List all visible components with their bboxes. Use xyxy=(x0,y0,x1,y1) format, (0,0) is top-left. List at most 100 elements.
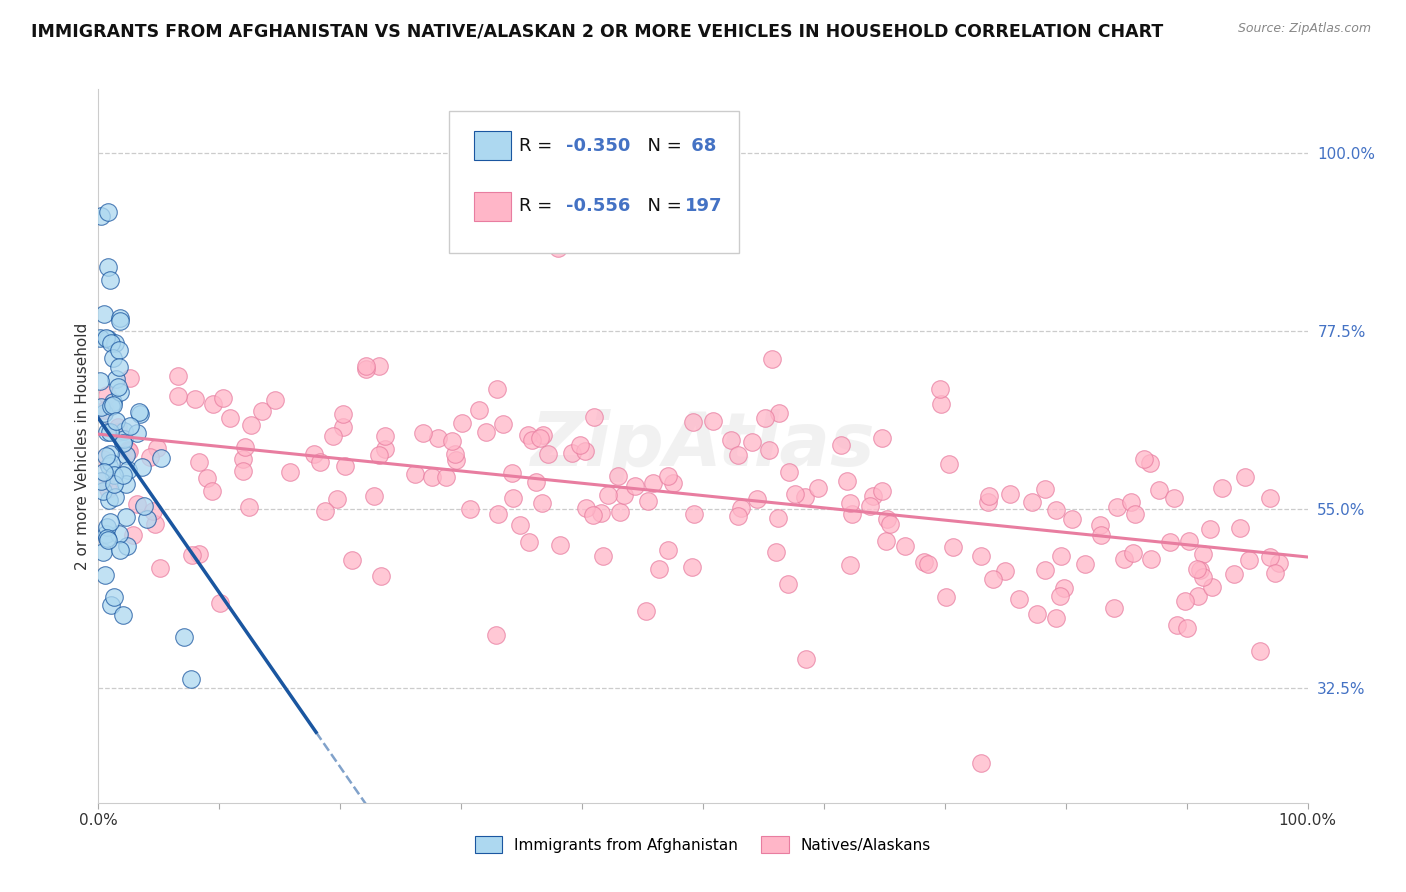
Point xyxy=(404,467,426,482)
Point xyxy=(1112,551,1135,566)
Point xyxy=(1198,523,1220,537)
Point xyxy=(219,411,242,425)
Point xyxy=(879,516,901,531)
Point xyxy=(100,598,122,612)
Point xyxy=(131,460,153,475)
Point xyxy=(326,492,349,507)
Text: R =: R = xyxy=(519,197,558,215)
Point xyxy=(1105,500,1128,514)
Point xyxy=(1045,611,1067,625)
Point xyxy=(89,331,111,345)
Point xyxy=(195,470,218,484)
Point xyxy=(796,652,818,666)
Point xyxy=(875,533,897,548)
Point xyxy=(727,448,749,462)
Point xyxy=(100,447,122,461)
Point xyxy=(681,560,703,574)
Point xyxy=(91,544,114,558)
Point xyxy=(1201,581,1223,595)
Point xyxy=(263,393,285,408)
Point xyxy=(104,372,127,386)
Point xyxy=(103,351,125,365)
Point xyxy=(103,468,125,483)
Point xyxy=(917,557,939,571)
Point xyxy=(1249,644,1271,658)
Point xyxy=(280,465,302,479)
Point xyxy=(1264,566,1286,581)
Point xyxy=(492,417,515,432)
Point xyxy=(1192,569,1215,583)
Point xyxy=(201,483,224,498)
Point xyxy=(108,543,131,558)
Point xyxy=(839,558,862,572)
Point xyxy=(591,506,613,520)
Point xyxy=(727,509,749,524)
Text: -0.350: -0.350 xyxy=(567,136,631,154)
Point xyxy=(1191,547,1213,561)
Point xyxy=(374,442,396,456)
Text: 197: 197 xyxy=(685,197,723,215)
Point xyxy=(238,500,260,515)
Point xyxy=(1008,591,1031,606)
Text: R =: R = xyxy=(519,136,558,154)
Point xyxy=(108,527,131,541)
Point xyxy=(103,477,125,491)
Point xyxy=(1049,549,1071,563)
Point xyxy=(574,443,596,458)
Point xyxy=(104,490,127,504)
Point xyxy=(475,425,498,440)
Point xyxy=(1060,511,1083,525)
Point xyxy=(354,361,377,376)
Point xyxy=(977,495,1000,509)
Point xyxy=(118,371,141,385)
Point xyxy=(569,438,592,452)
Point xyxy=(420,469,443,483)
Point xyxy=(108,343,131,357)
Point xyxy=(516,427,538,442)
Point xyxy=(1033,563,1056,577)
Point xyxy=(107,419,129,434)
Point xyxy=(870,431,893,445)
Point xyxy=(794,490,817,504)
Point xyxy=(1045,503,1067,517)
Point xyxy=(108,385,131,400)
Point xyxy=(501,466,523,480)
Point xyxy=(592,549,614,563)
Point xyxy=(531,428,554,442)
Point xyxy=(702,414,724,428)
Point xyxy=(97,482,120,496)
Point xyxy=(93,307,115,321)
Point xyxy=(1053,582,1076,596)
Point xyxy=(166,369,188,384)
Point xyxy=(637,494,659,508)
Point xyxy=(322,428,344,442)
Point xyxy=(1237,553,1260,567)
Point xyxy=(942,540,965,554)
Point xyxy=(97,332,120,346)
Point xyxy=(107,359,129,374)
Point xyxy=(332,407,354,421)
Point xyxy=(96,425,118,440)
Point xyxy=(434,469,457,483)
FancyBboxPatch shape xyxy=(474,131,510,160)
Point xyxy=(443,447,465,461)
Point xyxy=(1133,452,1156,467)
Point xyxy=(111,436,134,450)
Point xyxy=(136,511,159,525)
Point xyxy=(747,491,769,506)
Point xyxy=(101,394,124,409)
Point xyxy=(1211,481,1233,495)
Point xyxy=(662,476,685,491)
Point xyxy=(1122,546,1144,560)
Point xyxy=(149,560,172,574)
Point xyxy=(100,335,122,350)
Point xyxy=(1125,507,1147,521)
Point xyxy=(530,496,553,510)
Point xyxy=(524,475,547,490)
Point xyxy=(758,442,780,457)
Point xyxy=(98,273,121,287)
Point xyxy=(1102,600,1125,615)
Point xyxy=(98,492,121,507)
Point xyxy=(232,452,254,467)
Point xyxy=(1074,557,1097,571)
